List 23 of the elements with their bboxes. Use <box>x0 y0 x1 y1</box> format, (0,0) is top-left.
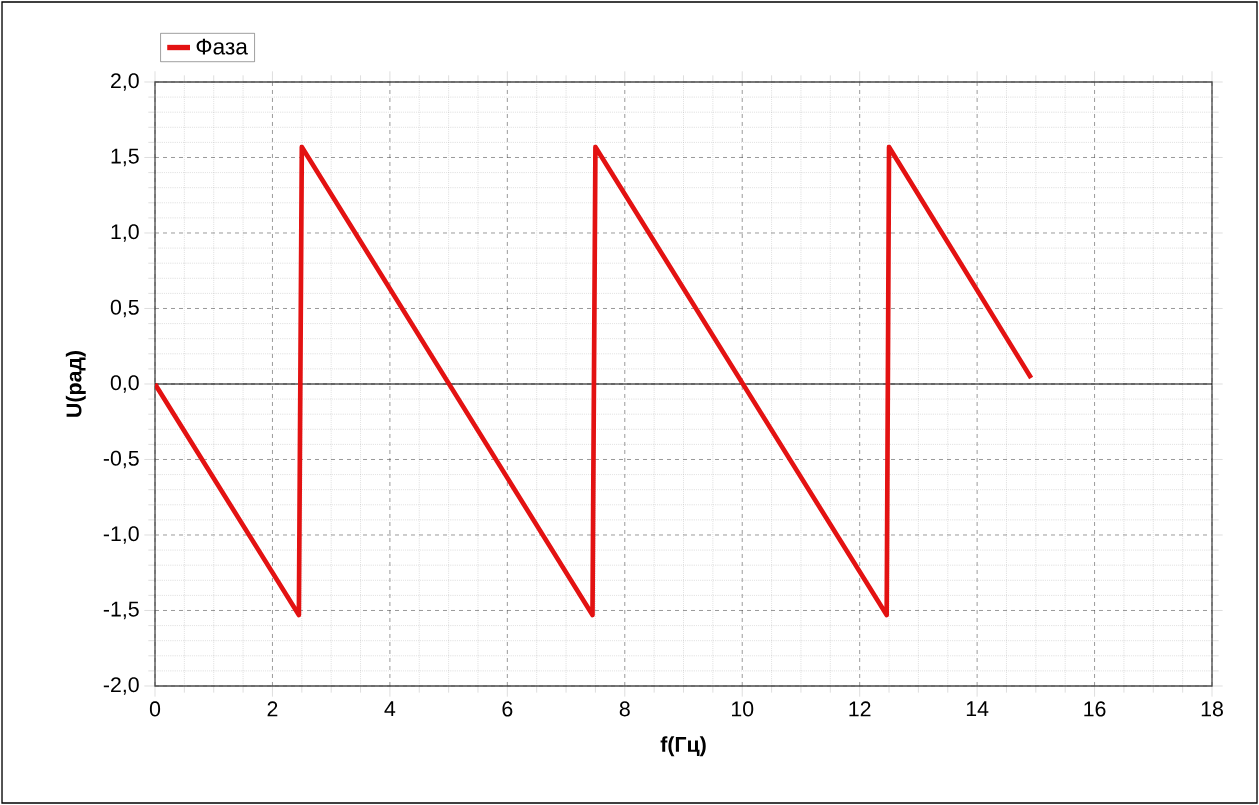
y-tick-label: -1,0 <box>103 526 139 544</box>
y-axis-title: U(рад) <box>65 351 86 417</box>
line-series <box>155 144 1034 618</box>
y-tick-label: -1,5 <box>103 601 139 620</box>
x-tick-label: 0 <box>149 701 161 717</box>
x-tick-label: 6 <box>502 701 513 717</box>
x-tick-label: 2 <box>267 701 278 717</box>
y-tick-label: 0,5 <box>110 299 139 318</box>
x-tick-label: 10 <box>732 701 754 717</box>
y-tick-label: -0,5 <box>103 450 139 469</box>
x-tick-label: 18 <box>1201 701 1223 717</box>
y-tick-label: 1,5 <box>111 148 139 167</box>
y-tick-label: 1,0 <box>111 224 139 242</box>
x-tick-label: 16 <box>1084 701 1106 717</box>
y-tick-label: 0,0 <box>110 375 139 393</box>
legend-label: Фаза <box>196 38 248 55</box>
x-tick-label: 8 <box>619 701 630 717</box>
y-tick-label: -2,0 <box>103 677 139 695</box>
x-tick-label: 12 <box>849 701 871 717</box>
x-tick-label: 14 <box>966 701 989 717</box>
y-tick-label: 2,0 <box>111 73 139 91</box>
x-tick-label: 4 <box>384 701 396 717</box>
x-axis-title: f(Гц) <box>660 736 706 757</box>
